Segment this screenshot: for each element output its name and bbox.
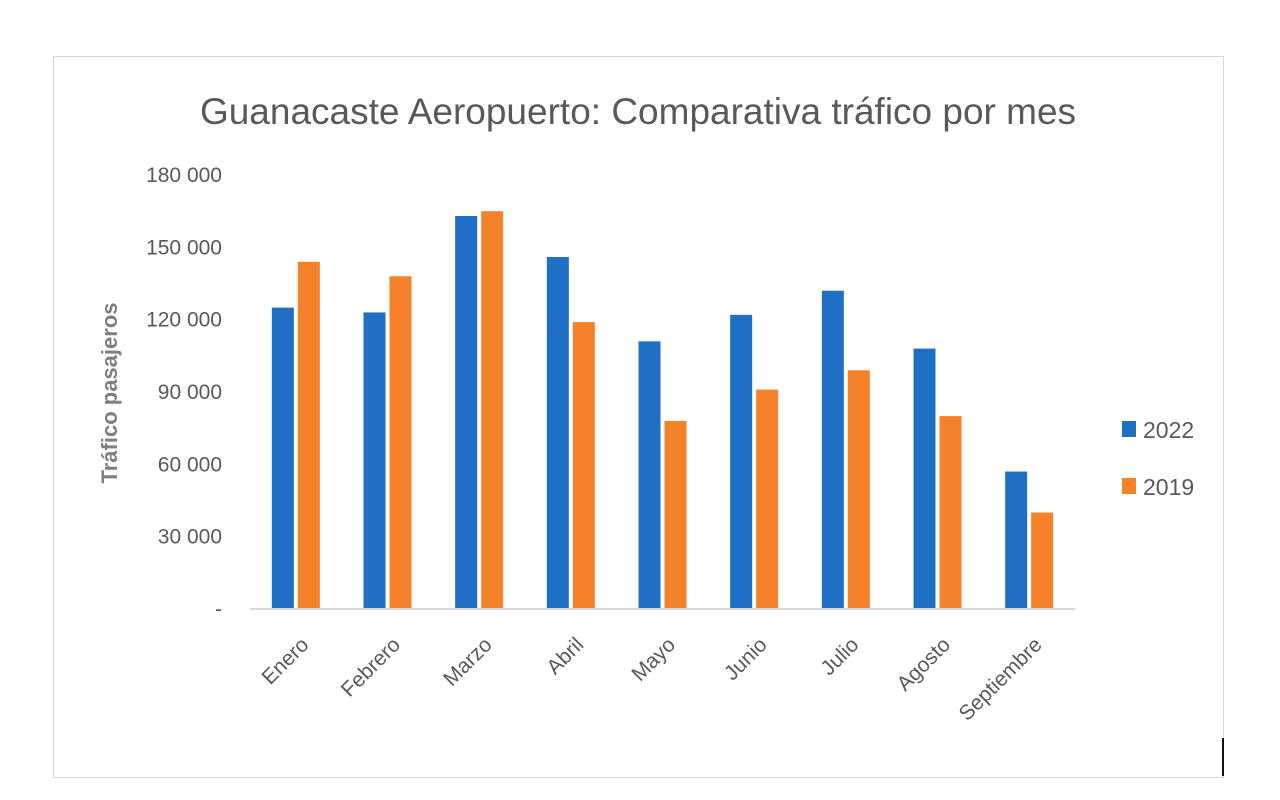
chart-title: Guanacaste Aeropuerto: Comparativa tráfi… <box>200 91 1076 132</box>
x-tick-label: Marzo <box>439 633 497 691</box>
bar-2022-enero <box>271 307 294 609</box>
y-tick-label: 90 000 <box>158 381 222 404</box>
y-tick-label: 120 000 <box>146 309 222 332</box>
bar-2019-septiembre <box>1031 512 1054 609</box>
bar-2019-enero <box>297 261 320 609</box>
y-axis-title: Tráfico pasajeros <box>97 303 122 484</box>
bar-2022-julio <box>821 290 844 609</box>
bar-2019-junio <box>756 389 779 609</box>
x-tick-label: Mayo <box>627 633 680 686</box>
x-tick-label: Agosto <box>893 633 956 696</box>
bar-2022-abril <box>546 256 569 609</box>
bar-2019-marzo <box>481 211 504 609</box>
bar-2022-agosto <box>913 348 936 609</box>
legend: 2022 2019 <box>1122 417 1194 500</box>
x-axis: Enero Febrero Marzo Abril Mayo Junio Julio Agos… <box>257 633 1046 725</box>
x-tick-label: Febrero <box>337 633 405 701</box>
y-tick-label: 150 000 <box>146 236 222 259</box>
x-tick-label: Julio <box>817 633 864 680</box>
plot-bars <box>271 211 1054 609</box>
y-tick-label: 60 000 <box>158 453 222 476</box>
bar-2022-junio <box>730 314 753 609</box>
y-tick-label: - <box>215 598 222 621</box>
bar-2022-marzo <box>455 215 478 609</box>
legend-label: 2022 <box>1143 417 1194 443</box>
y-tick-label: 180 000 <box>146 164 222 187</box>
bar-2022-mayo <box>638 341 661 609</box>
legend-swatch-2022 <box>1122 421 1136 437</box>
legend-swatch-2019 <box>1122 478 1136 494</box>
text-cursor <box>1222 738 1224 776</box>
x-tick-label: Abril <box>542 633 588 679</box>
y-tick-label: 30 000 <box>158 526 222 549</box>
x-tick-label: Junio <box>720 633 772 685</box>
x-tick-label: Septiembre <box>955 633 1047 725</box>
legend-label: 2019 <box>1143 474 1194 500</box>
bar-2019-abril <box>572 322 595 609</box>
y-axis: - 30 000 60 000 90 000 120 000 150 000 180 000 <box>146 164 222 621</box>
bar-2019-febrero <box>389 276 412 609</box>
bar-2022-septiembre <box>1005 471 1028 609</box>
bar-2022-febrero <box>363 312 386 609</box>
bar-2019-julio <box>847 370 870 609</box>
x-tick-label: Enero <box>257 633 313 689</box>
bar-2019-mayo <box>664 420 687 609</box>
bar-2019-agosto <box>939 416 962 609</box>
